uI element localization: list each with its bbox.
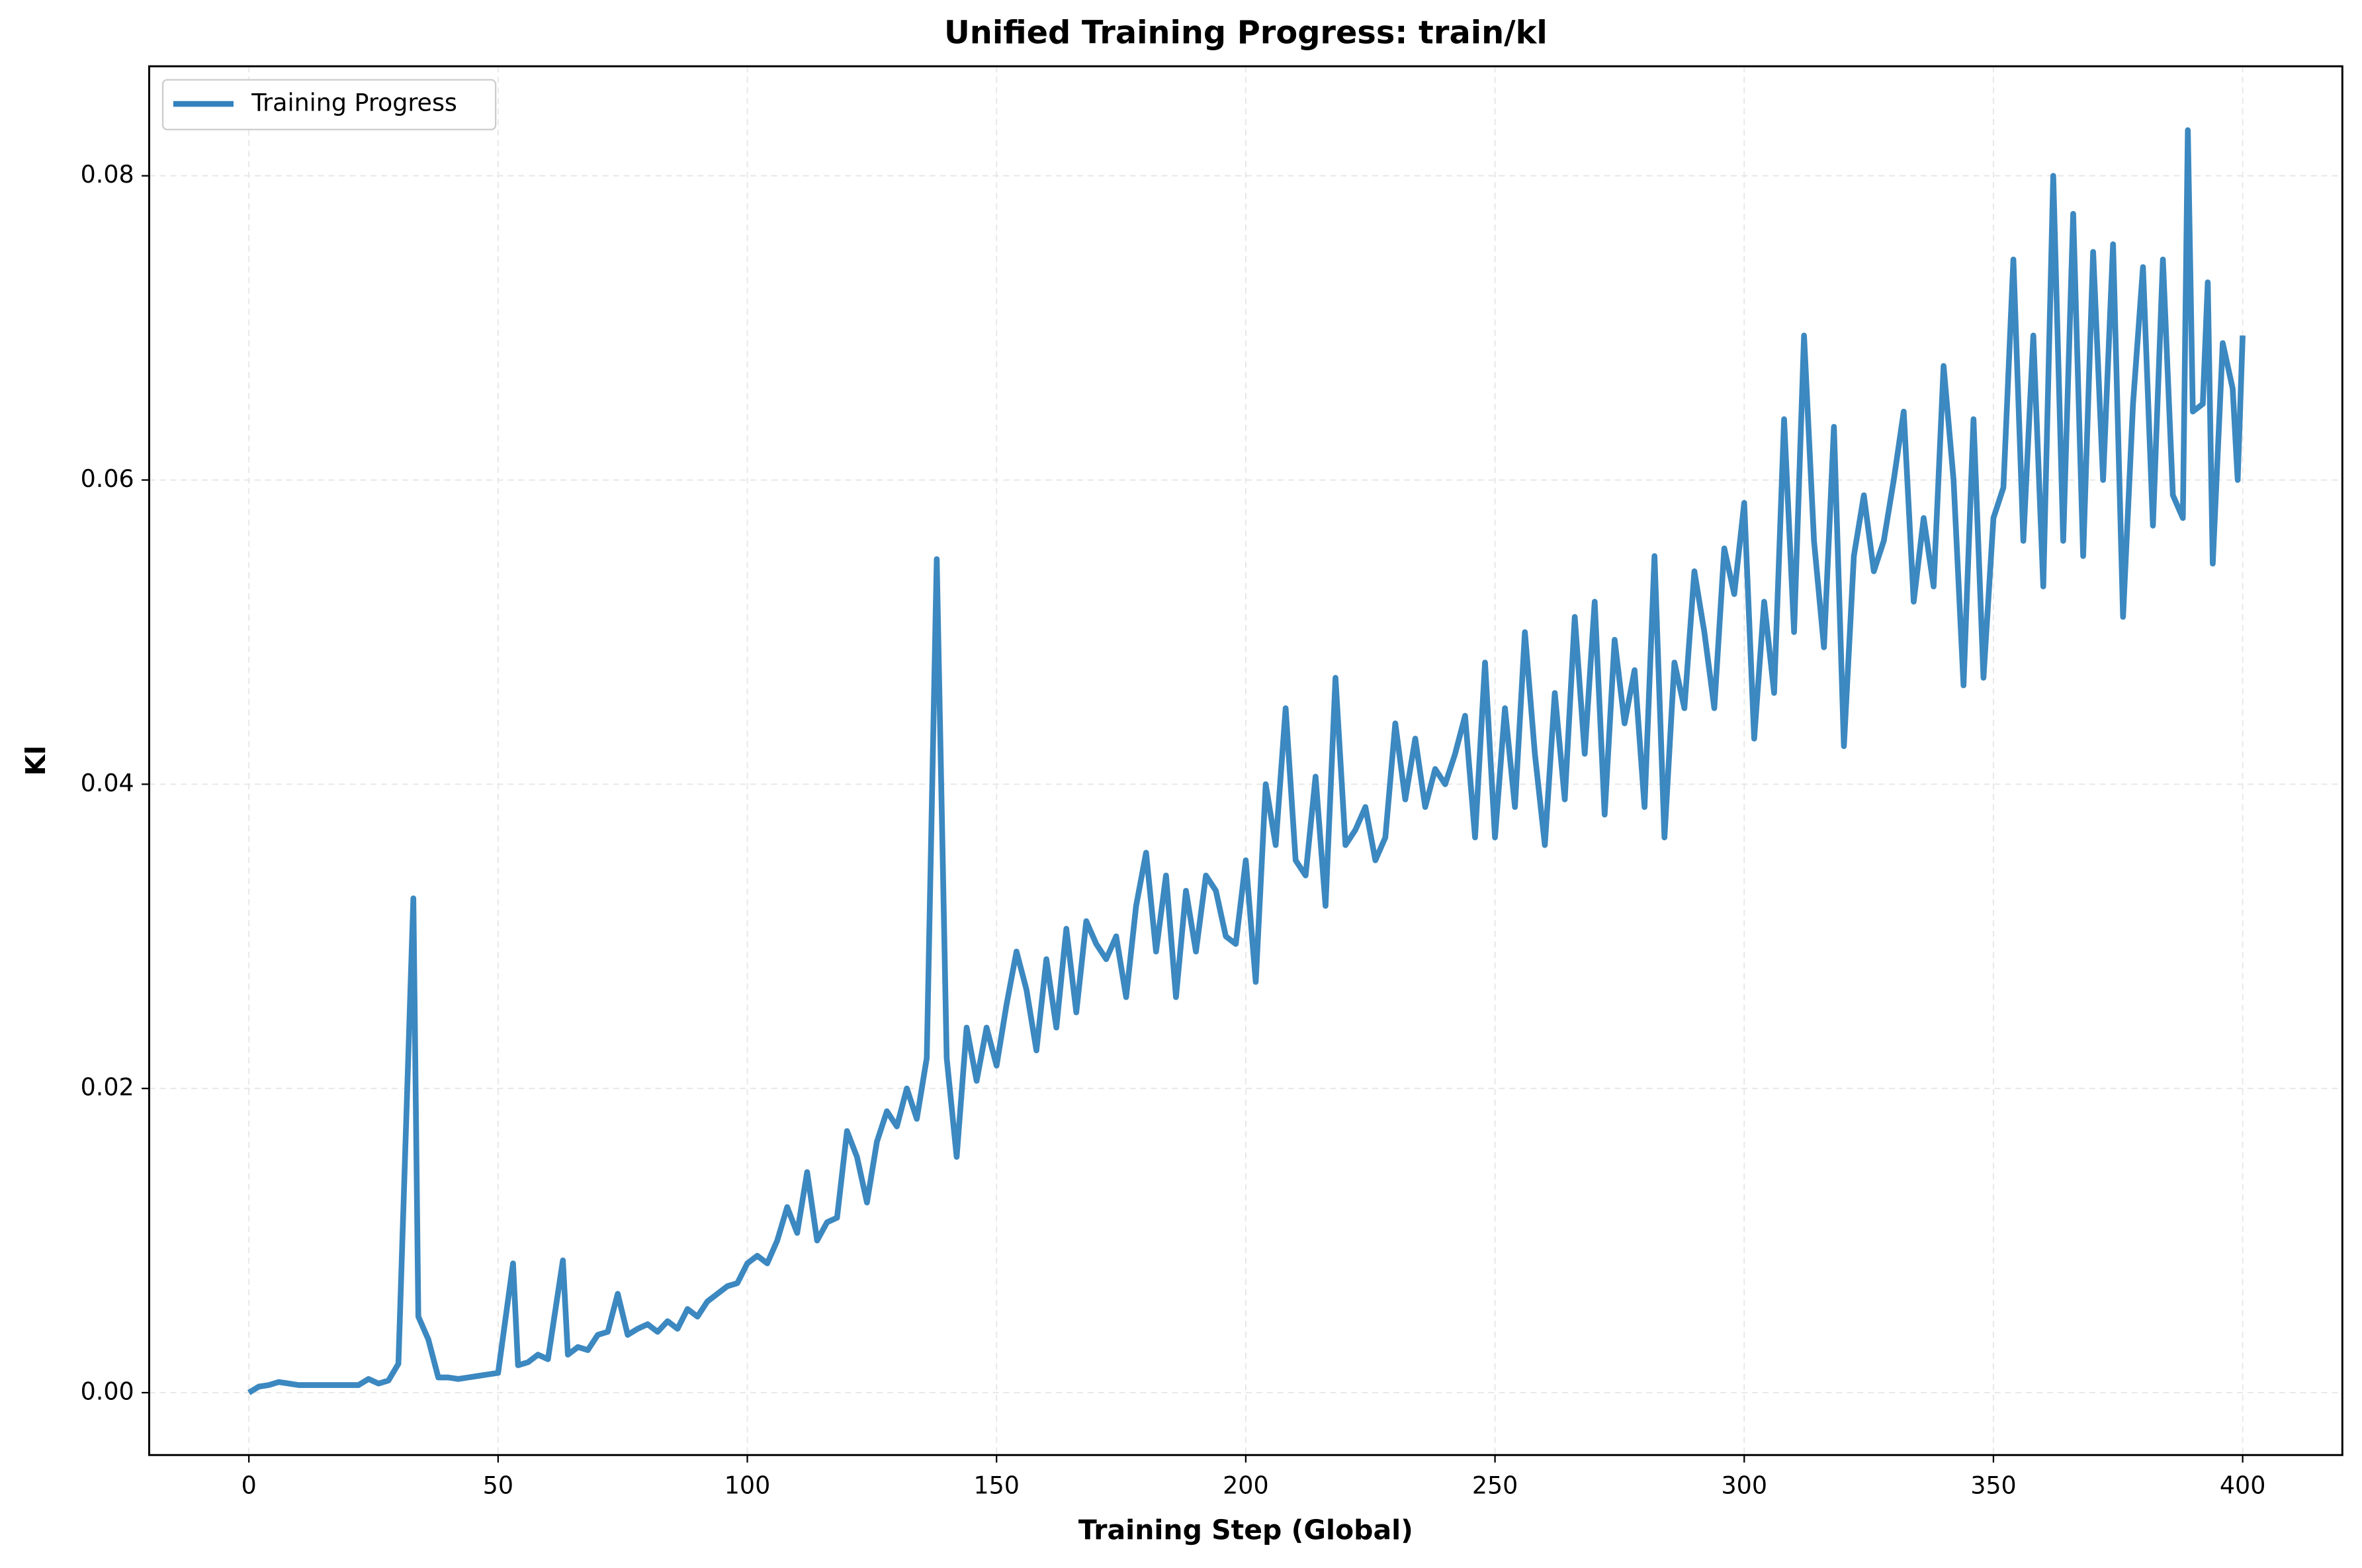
chart-title: Unified Training Progress: train/kl bbox=[944, 15, 1548, 51]
plot-frame bbox=[148, 65, 2343, 1456]
x-tick-label: 300 bbox=[1722, 1471, 1768, 1500]
x-axis-label: Training Step (Global) bbox=[1078, 1514, 1413, 1546]
legend: Training Progress bbox=[161, 79, 497, 130]
x-tick-label: 0 bbox=[241, 1471, 257, 1500]
legend-label: Training Progress bbox=[251, 89, 457, 117]
y-tick-label: 0.02 bbox=[81, 1073, 134, 1102]
data-line bbox=[247, 127, 2246, 1395]
y-tick-label: 0.04 bbox=[81, 769, 134, 797]
y-tick-label: 0.08 bbox=[81, 160, 134, 189]
x-tick-label: 350 bbox=[1970, 1471, 2017, 1500]
y-axis-label: Kl bbox=[20, 746, 52, 776]
y-tick-label: 0.06 bbox=[81, 464, 134, 493]
x-tick-label: 100 bbox=[724, 1471, 771, 1500]
x-tick-label: 200 bbox=[1223, 1471, 1269, 1500]
x-tick-label: 250 bbox=[1472, 1471, 1518, 1500]
y-tick-label: 0.00 bbox=[81, 1377, 134, 1405]
x-tick-label: 50 bbox=[483, 1471, 513, 1500]
legend-box bbox=[161, 79, 497, 130]
x-tick-label: 150 bbox=[973, 1471, 1020, 1500]
x-tick-label: 400 bbox=[2220, 1471, 2266, 1500]
